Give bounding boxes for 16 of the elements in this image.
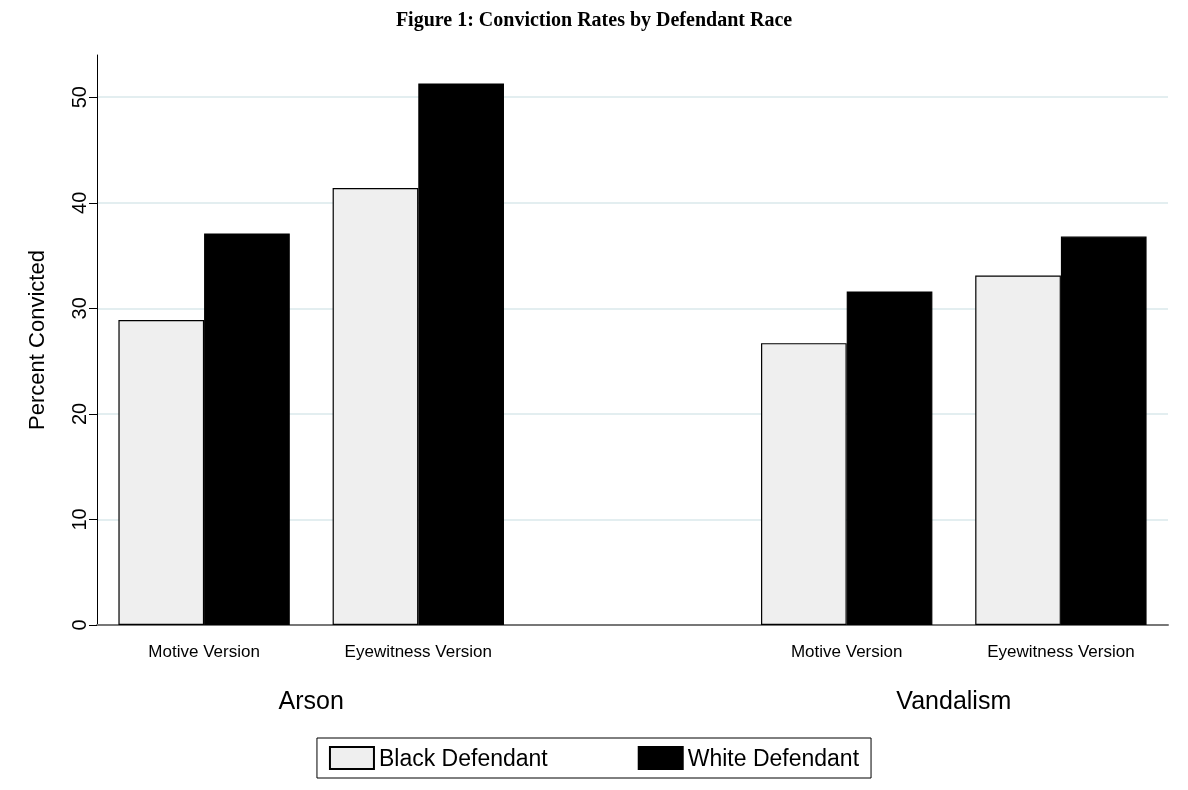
x-tick-label: Motive Version	[148, 642, 260, 661]
y-tick-label: 40	[68, 191, 90, 214]
legend-label: Black Defendant	[378, 745, 549, 771]
x-tick-label: Motive Version	[790, 642, 903, 661]
text: Arson	[278, 685, 344, 714]
x-tick-label: Eyewitness Version	[344, 642, 492, 661]
y-tick-label: 0	[68, 619, 90, 631]
y-tick-label: 30	[68, 297, 90, 320]
x-tick-label: Eyewitness Version	[987, 642, 1135, 661]
y-tick-label: 20	[68, 402, 90, 426]
chart-title: Figure 1: Conviction Rates by Defendant Race	[395, 8, 793, 31]
y-tick-label: 10	[68, 508, 90, 531]
y-axis-title: Percent Convicted	[23, 250, 49, 430]
legend-label: White Defendant	[687, 745, 860, 771]
y-tick-label: 50	[68, 86, 90, 109]
text: Vandalism	[896, 685, 1012, 714]
